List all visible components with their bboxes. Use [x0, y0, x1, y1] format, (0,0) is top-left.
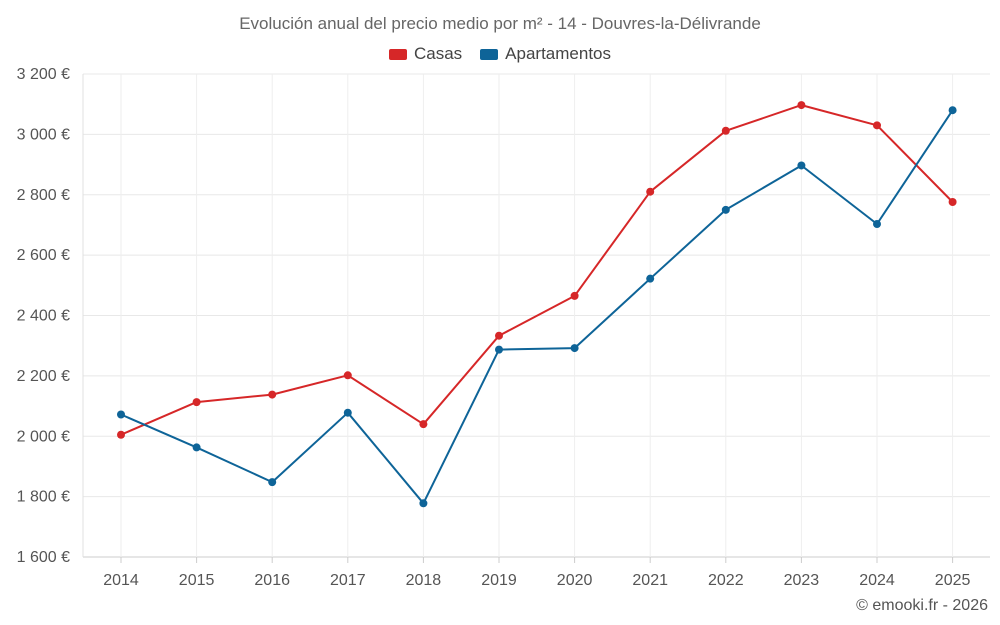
legend-item-apartamentos[interactable]: Apartamentos	[480, 44, 611, 64]
data-point-casas-2015	[192, 398, 201, 407]
x-tick-label: 2022	[708, 572, 744, 589]
y-tick-label: 2 800 €	[17, 187, 70, 204]
x-tick-label: 2020	[557, 572, 593, 589]
chart-legend: Casas Apartamentos	[0, 44, 1000, 64]
data-point-casas-2024	[873, 121, 881, 130]
y-tick-label: 2 400 €	[17, 308, 70, 325]
y-tick-label: 1 600 €	[17, 549, 70, 566]
legend-label-apartamentos: Apartamentos	[505, 44, 612, 63]
data-point-casas-2018	[419, 420, 428, 429]
data-point-casas-2020	[570, 291, 579, 300]
data-point-apartamentos-2025	[948, 106, 957, 115]
legend-swatch-casas	[388, 48, 407, 60]
y-tick-label: 3 000 €	[17, 126, 70, 143]
data-point-apartamentos-2022	[721, 205, 730, 214]
legend-label-casas: Casas	[413, 44, 463, 63]
data-point-casas-2022	[721, 126, 730, 135]
chart-title: Evolución anual del precio medio por m² …	[239, 14, 761, 33]
data-point-casas-2025	[948, 197, 957, 206]
y-tick-label: 3 200 €	[17, 66, 70, 83]
data-point-apartamentos-2018	[419, 499, 428, 508]
x-tick-label: 2021	[632, 572, 668, 589]
x-tick-label: 2019	[481, 572, 517, 589]
x-tick-label: 2017	[330, 572, 366, 589]
data-point-casas-2019	[495, 331, 503, 340]
y-tick-label: 1 800 €	[17, 489, 70, 506]
x-tick-label: 2025	[935, 572, 971, 589]
x-tick-label: 2015	[179, 572, 215, 589]
data-point-casas-2021	[646, 187, 655, 196]
credit-text: © emooki.fr - 2026	[856, 597, 988, 614]
series-line-apartamentos	[120, 109, 954, 505]
data-point-apartamentos-2024	[873, 220, 881, 229]
x-tick-label: 2014	[103, 572, 139, 589]
y-tick-label: 2 200 €	[17, 368, 70, 385]
data-point-apartamentos-2016	[268, 478, 277, 487]
x-tick-label: 2016	[254, 572, 290, 589]
data-point-casas-2023	[797, 101, 806, 110]
data-point-apartamentos-2017	[343, 408, 352, 417]
y-tick-label: 2 000 €	[17, 428, 70, 445]
y-tick-label: 2 600 €	[17, 247, 70, 264]
x-tick-label: 2023	[784, 572, 820, 589]
data-point-casas-2017	[343, 371, 352, 380]
data-point-casas-2014	[117, 430, 125, 439]
data-point-casas-2016	[268, 390, 277, 399]
data-point-apartamentos-2020	[570, 344, 579, 353]
x-tick-label: 2018	[406, 572, 442, 589]
data-point-apartamentos-2019	[495, 345, 503, 354]
data-point-apartamentos-2015	[192, 443, 201, 452]
data-point-apartamentos-2014	[117, 410, 125, 419]
legend-item-casas[interactable]: Casas	[388, 44, 463, 64]
x-tick-label: 2024	[859, 572, 895, 589]
legend-swatch-apartamentos	[480, 48, 499, 60]
data-point-apartamentos-2023	[797, 161, 806, 170]
data-point-apartamentos-2021	[646, 274, 655, 283]
series-line-casas	[120, 104, 954, 436]
